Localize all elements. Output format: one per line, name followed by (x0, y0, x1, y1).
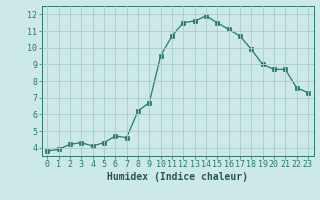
X-axis label: Humidex (Indice chaleur): Humidex (Indice chaleur) (107, 172, 248, 182)
